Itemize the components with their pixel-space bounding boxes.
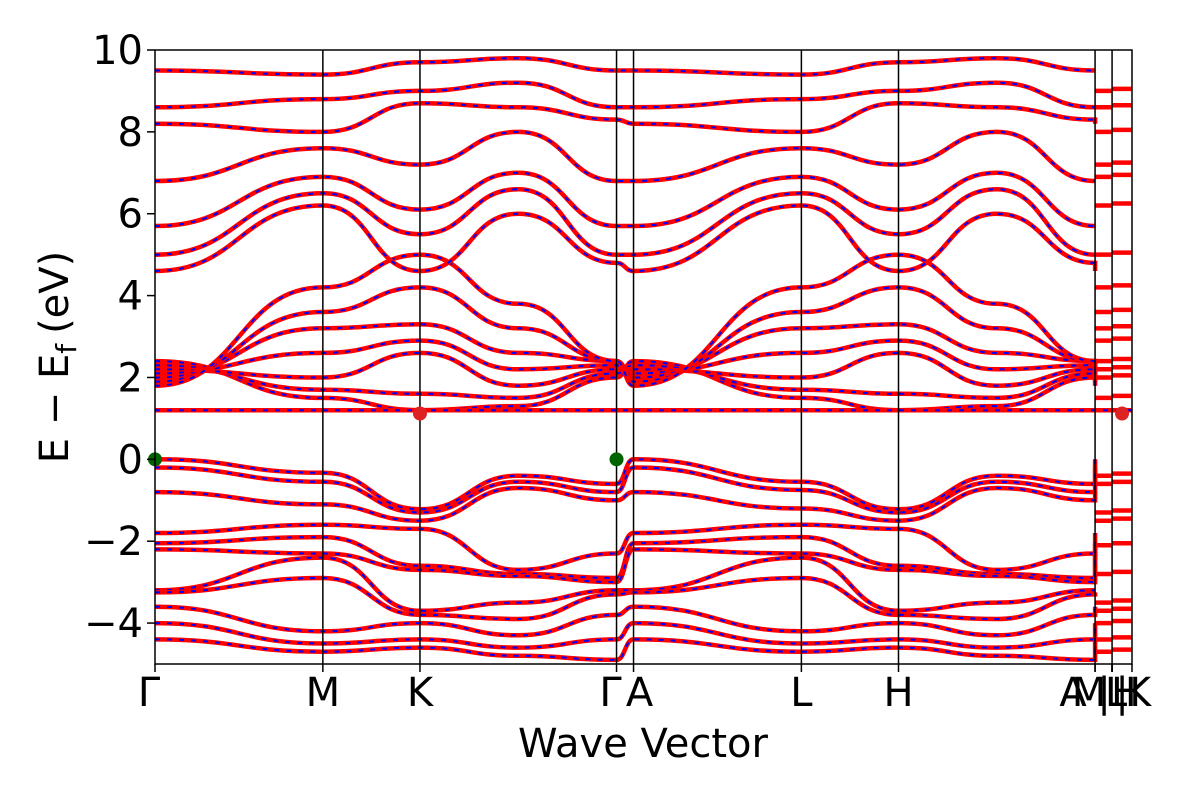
x-tick-label-9: |	[1097, 670, 1110, 716]
y-tick-label-5: 0	[118, 437, 143, 483]
y-tick-label-0: 10	[92, 28, 143, 74]
conduction-band-9-spin-up	[155, 170, 1096, 229]
high-symmetry-lines	[322, 50, 1113, 664]
y-tick-label-1: 8	[118, 110, 143, 156]
y-axis-ticks: 10 8 6 4 2 0 −2 −4	[84, 28, 155, 647]
cbm-marker-0	[412, 406, 427, 421]
y-axis-label-subscript: f	[50, 343, 83, 354]
conduction-band-10-spin-down	[155, 130, 1097, 183]
conduction-band-12-spin-down	[155, 81, 1097, 109]
y-axis-label-unit: (eV)	[32, 251, 78, 334]
valence-band-6-spin-down	[155, 556, 1096, 612]
y-axis-label: E − Ef (eV)	[32, 251, 83, 464]
x-tick-label-1: M	[306, 670, 341, 716]
y-tick-label-3: 4	[118, 274, 143, 320]
conduction-band-0-spin-down	[155, 360, 1097, 412]
conduction-band-8-spin-down	[155, 188, 1096, 256]
conduction-band-4-spin-down	[155, 323, 1097, 379]
y-tick-label-6: −2	[84, 519, 143, 565]
conduction-band-1-spin-down	[155, 364, 1097, 399]
x-tick-label-10: L	[1105, 670, 1128, 716]
conduction-band-13-spin-down	[155, 57, 1097, 76]
x-tick-label-2: K	[407, 670, 435, 716]
plot-frame	[154, 49, 1133, 665]
y-tick-label-4: 2	[118, 355, 143, 401]
x-axis-label: Wave Vector	[518, 721, 769, 767]
conduction-band-2-spin-down	[155, 351, 1097, 387]
vbm-marker-1	[609, 452, 624, 467]
valence-band-0-spin-down	[155, 458, 1097, 511]
x-tick-label-0: Γ	[138, 670, 161, 716]
y-axis-label-main: E − E	[32, 354, 78, 464]
y-tick-label-2: 6	[118, 192, 143, 238]
x-tick-label-4: A	[626, 670, 654, 716]
x-tick-label-6: H	[883, 670, 913, 716]
x-tick-label-8: M	[1072, 670, 1107, 716]
x-tick-label-12: H	[1111, 670, 1141, 716]
x-tick-label-3: Γ	[599, 670, 622, 716]
cbm-marker-1	[1115, 406, 1130, 421]
x-tick-label-7: A	[1059, 670, 1087, 716]
valence-band-3-spin-down	[155, 523, 1097, 571]
conduction-band-11-spin-down	[155, 102, 1097, 133]
x-tick-label-11: |	[1115, 670, 1128, 716]
y-tick-label-7: −4	[84, 601, 143, 647]
x-tick-label-13: K	[1125, 670, 1153, 716]
conduction-band-6-spin-down	[155, 253, 1097, 387]
valence-band-2-spin-down	[155, 486, 1097, 522]
x-axis-ticks: Γ M K Γ A L H AM|L|HK	[138, 664, 1153, 716]
x-tick-label-5: L	[790, 670, 813, 716]
